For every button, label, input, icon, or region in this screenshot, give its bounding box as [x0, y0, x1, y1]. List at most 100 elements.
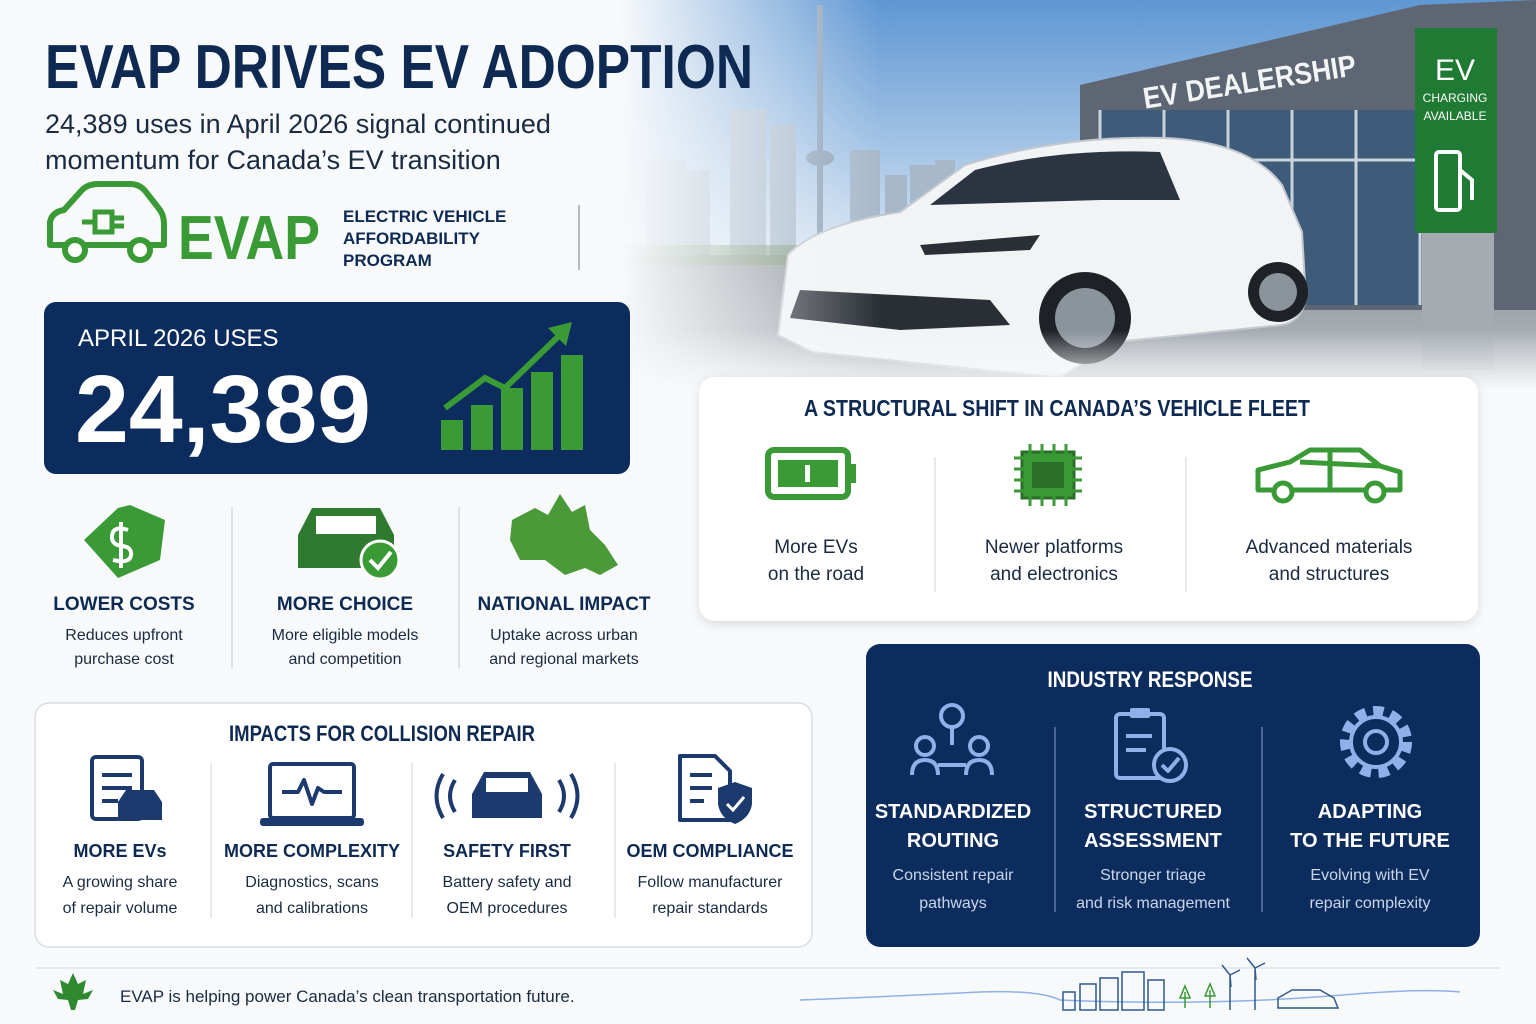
- sign-ev: EV: [1435, 54, 1475, 87]
- frame-wheel: [1363, 480, 1387, 504]
- stat-value: 24,389: [75, 356, 371, 463]
- footer-building: [1147, 979, 1165, 1011]
- pump-icon: [1434, 150, 1462, 212]
- subtitle: 24,389 uses in April 2026 signal continu…: [45, 109, 551, 139]
- car-frame-icon: [1255, 447, 1403, 493]
- growth-bar-icon: [471, 405, 493, 450]
- subtitle: momentum for Canada’s EV transition: [45, 145, 501, 175]
- people-icon-head: [914, 735, 936, 757]
- shield-icon: [718, 782, 752, 824]
- title: EVAP DRIVES EV ADOPTION: [45, 33, 753, 102]
- ev-sign: [1415, 28, 1497, 233]
- fleet-text: on the road: [768, 564, 864, 585]
- collision-text: Diagnostics, scans: [245, 874, 378, 891]
- logo-plug: [82, 209, 124, 235]
- logo-word: EVAP: [178, 204, 320, 273]
- industry-text: Evolving with EV: [1310, 867, 1429, 884]
- benefit-text: purchase cost: [74, 651, 174, 668]
- growth-bar-icon: [501, 388, 523, 450]
- logo-wheel: [127, 237, 153, 263]
- industry-text: pathways: [919, 895, 987, 912]
- benefit-title: MORE CHOICE: [277, 594, 413, 615]
- fleet-title: A STRUCTURAL SHIFT IN CANADA’S VEHICLE F…: [804, 395, 1310, 421]
- choice-windshield: [316, 516, 376, 534]
- frame-wheel: [1271, 480, 1295, 504]
- clipboard-lines: [102, 773, 132, 803]
- price-tag-icon: [84, 505, 165, 578]
- logo-car: [47, 181, 167, 248]
- assessment-check: [1160, 756, 1181, 773]
- benefit-text: and competition: [289, 651, 402, 668]
- logo-line: ELECTRIC VEHICLE: [343, 207, 506, 226]
- maple-leaf: [53, 973, 93, 1010]
- fleet-text: and electronics: [990, 564, 1118, 585]
- check-mark: [368, 550, 393, 571]
- growth-arrowhead: [548, 322, 572, 346]
- collision-text: of repair volume: [63, 900, 178, 917]
- people-icon-body: [910, 728, 994, 776]
- battery-mark: [805, 465, 810, 482]
- clipboard-icon: [90, 755, 144, 821]
- industry-text: Stronger triage: [1100, 867, 1206, 884]
- fleet-text: Advanced materials: [1246, 537, 1413, 558]
- footer-building: [1121, 971, 1145, 1011]
- collision-card: [34, 702, 813, 948]
- photo-fade-left: [620, 0, 880, 390]
- collision-text: repair standards: [652, 900, 768, 917]
- sign-available: AVAILABLE: [1424, 109, 1487, 123]
- industry-panel: [866, 644, 1480, 947]
- people-icon-head: [939, 703, 965, 729]
- footer-car: [1277, 989, 1340, 1009]
- signal-waves: [434, 772, 580, 820]
- footer-text: EVAP is helping power Canada’s clean tra…: [120, 987, 575, 1006]
- footer-building: [1099, 977, 1119, 1011]
- growth-bar-icon: [441, 420, 463, 450]
- gear-ring: [1349, 715, 1403, 769]
- collision-text: Follow manufacturer: [638, 874, 784, 891]
- benefit-text: Reduces upfront: [65, 627, 183, 644]
- collision-text: A growing share: [63, 874, 178, 891]
- sign-charging: CHARGING: [1423, 91, 1488, 105]
- assessment-clip: [1130, 708, 1150, 718]
- footer-turbines: [1221, 957, 1266, 1010]
- collision-text: OEM procedures: [447, 900, 568, 917]
- assessment-lines: [1126, 734, 1152, 752]
- benefit-text: More eligible models: [272, 627, 419, 644]
- chip-core: [1032, 462, 1064, 488]
- car-rim: [1259, 273, 1297, 311]
- industry-item-title: STANDARDIZED: [875, 801, 1031, 823]
- industry-item-title: ROUTING: [907, 830, 999, 852]
- benefit-text: and regional markets: [489, 651, 638, 668]
- collision-item-title: MORE EVs: [73, 841, 166, 861]
- footer-horizon: [799, 989, 1461, 1003]
- logo-line: PROGRAM: [343, 251, 432, 270]
- hero-photo: [620, 0, 1536, 390]
- canada-map-icon: [510, 494, 618, 575]
- industry-item-title: STRUCTURED: [1084, 801, 1222, 823]
- industry-text: and risk management: [1076, 895, 1230, 912]
- fleet-card: [699, 377, 1478, 621]
- clipboard-car: [118, 790, 162, 820]
- industry-title: INDUSTRY RESPONSE: [1048, 667, 1253, 692]
- collision-item-title: SAFETY FIRST: [443, 841, 571, 861]
- pump-hose: [1458, 168, 1474, 200]
- check-badge: [359, 539, 401, 581]
- people-icon-head: [968, 735, 990, 757]
- industry-item-title: ASSESSMENT: [1084, 830, 1222, 852]
- industry-item-title: TO THE FUTURE: [1290, 830, 1450, 852]
- fleet-text: Newer platforms: [985, 537, 1123, 558]
- stat-label: APRIL 2026 USES: [78, 325, 279, 352]
- dollar-icon: [109, 522, 134, 568]
- collision-item-title: MORE COMPLEXITY: [224, 841, 400, 861]
- logo-line: AFFORDABILITY: [343, 229, 481, 248]
- growth-arrow: [443, 327, 568, 411]
- footer-building: [1062, 991, 1076, 1011]
- logo-wheel: [62, 237, 88, 263]
- car-windows: [930, 151, 1180, 205]
- collision-text: Battery safety and: [443, 874, 572, 891]
- shield-check: [725, 796, 746, 813]
- growth-bar-icon: [561, 355, 583, 450]
- benefit-text: Uptake across urban: [490, 627, 638, 644]
